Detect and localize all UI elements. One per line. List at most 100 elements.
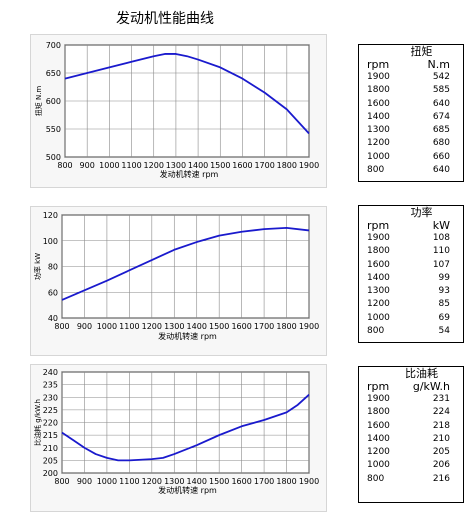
table-cell-value: 674 (432, 111, 450, 122)
fuel-consumption-chart: 800 900 1000 1100 1200 1300 1400 1500 1600 1700 18… (33, 368, 319, 495)
y-axis-label: 比油耗 g/kW.h (33, 399, 42, 446)
x-tick-label: 800 (54, 477, 69, 486)
table-cell-rpm: 1200 (367, 138, 390, 149)
table-cell-rpm: 1000 (367, 460, 390, 471)
table-row: 1000 206 (367, 459, 460, 472)
y-tick-label: 220 (43, 419, 58, 428)
y-tick-label: 100 (43, 237, 58, 246)
series-line (61, 394, 310, 462)
table-row: 1800 585 (367, 84, 460, 97)
x-tick-label: 1600 (231, 477, 251, 486)
table-caption: 扭矩 (410, 45, 433, 58)
page-title: 发动机性能曲线 (116, 11, 214, 27)
table-cell-rpm: 1400 (367, 272, 390, 283)
table-row: 1900 108 (367, 232, 460, 245)
table-cell-value: 69 (438, 312, 450, 323)
table-cell-value: 640 (432, 165, 450, 176)
table-cell-rpm: 1300 (367, 125, 390, 136)
y-tick-label: 40 (48, 314, 58, 323)
x-tick-label: 800 (54, 322, 69, 331)
x-tick-label: 1200 (142, 477, 162, 486)
x-tick-label: 1000 (97, 477, 117, 486)
column-header-value: kW (432, 219, 450, 232)
table-cell-value: 99 (438, 272, 450, 283)
table-cell-value: 542 (432, 72, 450, 82)
table-row: 800 216 (367, 473, 460, 486)
x-tick-label: 1800 (276, 477, 296, 486)
x-tick-label: 1000 (97, 322, 117, 331)
table-cell-value: 85 (438, 299, 450, 310)
x-tick-label: 1700 (254, 161, 274, 170)
x-tick-label: 1100 (119, 322, 139, 331)
x-tick-label: 1600 (232, 161, 252, 170)
x-tick-label: 1400 (188, 161, 208, 170)
table-cell-value: 206 (432, 460, 450, 471)
table-cell-value: 205 (432, 447, 450, 458)
x-axis-label: 发动机转速 rpm (160, 169, 219, 179)
y-tick-label: 80 (48, 263, 58, 272)
table-row: 800 54 (367, 325, 460, 338)
table-cell-rpm: 1900 (367, 233, 390, 243)
table-cell-value: 110 (432, 246, 450, 257)
x-tick-label: 1500 (209, 322, 229, 331)
fuel-consumption-table: 比油耗 rpm g/kW.h 1900 231 1800 224 1600 218 1400… (358, 366, 464, 503)
table-cell-value: 108 (432, 233, 450, 243)
table-cell-value: 685 (432, 125, 450, 136)
y-tick-label: 600 (46, 97, 61, 106)
table-cell-rpm: 800 (367, 165, 385, 176)
power-table: 功率 rpm kW 1900 108 1800 110 1600 107 1400 99 130… (358, 205, 464, 343)
x-tick-label: 1300 (164, 477, 184, 486)
x-tick-label: 1900 (299, 477, 319, 486)
y-tick-label: 60 (48, 288, 58, 297)
torque-chart-panel: 800 900 1000 1100 1200 1300 1400 1500 1600 1700 18… (30, 34, 327, 188)
table-row: 1400 674 (367, 111, 460, 124)
y-tick-label: 700 (46, 41, 61, 50)
table-cell-rpm: 1000 (367, 151, 390, 162)
x-tick-label: 900 (77, 322, 92, 331)
x-tick-label: 1100 (121, 161, 141, 170)
table-cell-value: 224 (432, 407, 450, 418)
table-cell-value: 54 (438, 326, 450, 337)
table-cell-value: 231 (432, 394, 450, 404)
table-cell-rpm: 800 (367, 326, 385, 337)
table-cell-rpm: 1200 (367, 299, 390, 310)
torque-chart: 800 900 1000 1100 1200 1300 1400 1500 1600 1700 18… (34, 41, 319, 179)
table-cell-rpm: 1000 (367, 312, 390, 323)
x-tick-label: 900 (77, 477, 92, 486)
x-tick-label: 1300 (164, 322, 184, 331)
table-row: 1600 218 (367, 420, 460, 433)
table-cell-value: 585 (432, 85, 450, 96)
table-cell-value: 640 (432, 98, 450, 109)
x-tick-label: 1400 (187, 477, 207, 486)
column-header-rpm: rpm (367, 58, 390, 71)
column-header-rpm: rpm (367, 380, 390, 393)
table-row: 1000 69 (367, 312, 460, 325)
x-tick-label: 1200 (144, 161, 164, 170)
column-header-value: N.m (427, 58, 450, 71)
table-row: 1200 680 (367, 137, 460, 150)
table-cell-rpm: 1400 (367, 111, 390, 122)
fuel-consumption-chart-panel: 800 900 1000 1100 1200 1300 1400 1500 1600 1700 18… (30, 364, 327, 512)
table-row: 1400 99 (367, 272, 460, 285)
x-axis-label: 发动机转速 rpm (158, 331, 217, 341)
y-tick-label: 210 (43, 444, 58, 453)
table-cell-value: 107 (432, 259, 450, 270)
table-cell-value: 93 (438, 286, 450, 297)
table-cell-value: 660 (432, 151, 450, 162)
table-cell-rpm: 1800 (367, 407, 390, 418)
y-tick-label: 205 (43, 456, 58, 465)
table-row: 1300 685 (367, 124, 460, 137)
table-row: 1800 224 (367, 406, 460, 419)
x-tick-label: 1300 (166, 161, 186, 170)
table-cell-rpm: 1900 (367, 72, 390, 82)
table-row: 1000 660 (367, 151, 460, 164)
y-tick-label: 120 (43, 211, 58, 220)
table-row: 1600 107 (367, 259, 460, 272)
x-axis-label: 发动机转速 rpm (158, 485, 217, 495)
column-header-rpm: rpm (367, 219, 390, 232)
y-tick-label: 225 (43, 406, 58, 415)
table-row: 1900 231 (367, 393, 460, 406)
table-row: 1900 542 (367, 71, 460, 84)
table-row: 1200 205 (367, 446, 460, 459)
table-header: rpm g/kW.h (367, 380, 460, 393)
